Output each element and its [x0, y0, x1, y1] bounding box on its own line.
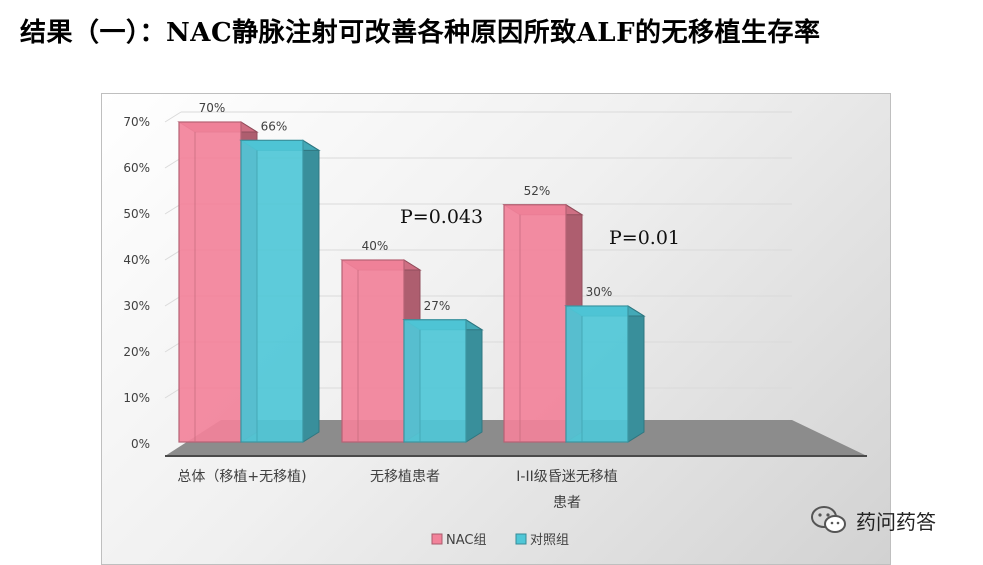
x-tick-label: 无移植患者 — [370, 469, 440, 485]
bar-chart: 0% 10% 20% 30% 40% 50% 60% 70% 70% 40% 52% 66% 27% 30… — [123, 101, 867, 548]
y-tick-label: 20% — [123, 345, 150, 359]
bar — [240, 139, 304, 443]
bar-side — [465, 318, 483, 443]
y-tick-label: 50% — [123, 207, 150, 221]
y-tick-label: 70% — [123, 115, 150, 129]
data-label: 30% — [586, 285, 613, 299]
p-value-annotation: P=0.043 — [400, 206, 483, 228]
y-tick-label: 60% — [123, 161, 150, 175]
y-tick-label: 0% — [131, 437, 150, 451]
watermark: 药问药答 — [810, 505, 936, 535]
legend-label: NAC组 — [446, 533, 486, 548]
p-value-annotation: P=0.01 — [609, 227, 680, 249]
gridline-side — [164, 249, 182, 261]
data-label: 66% — [261, 119, 288, 133]
y-tick-label: 40% — [123, 253, 150, 267]
gridline-side — [164, 341, 182, 353]
legend-swatch — [515, 533, 527, 545]
data-label: 70% — [199, 101, 226, 115]
bar — [565, 305, 629, 443]
gridline-side — [164, 111, 182, 123]
bar — [503, 204, 567, 443]
data-label: 52% — [524, 184, 551, 198]
watermark-text: 药问药答 — [856, 509, 936, 534]
bar — [403, 319, 467, 443]
bar — [178, 121, 242, 443]
legend-swatch — [431, 533, 443, 545]
y-tick-label: 10% — [123, 391, 150, 405]
x-tick-label: I-II级昏迷无移植 — [516, 469, 617, 485]
chart-area: 0% 10% 20% 30% 40% 50% 60% 70% 70% 40% 52% 66% 27% 30… — [101, 93, 891, 565]
wechat-icon — [811, 506, 846, 533]
data-label: 27% — [424, 299, 451, 313]
data-label: 40% — [362, 239, 389, 253]
bar-side — [627, 305, 645, 443]
gridline-side — [164, 157, 182, 169]
legend-label: 对照组 — [530, 533, 569, 548]
gridline-side — [164, 203, 182, 215]
page-title: 结果（一）：NAC静脉注射可改善各种原因所致ALF的无移植生存率 — [20, 18, 821, 48]
gridline-side — [164, 295, 182, 307]
x-tick-label: 总体（移植+无移植) — [177, 469, 306, 485]
y-tick-label: 30% — [123, 299, 150, 313]
bar — [341, 259, 405, 443]
x-tick-label: 患者 — [553, 495, 581, 511]
gridline-side — [164, 387, 182, 399]
bar-side — [302, 139, 320, 443]
